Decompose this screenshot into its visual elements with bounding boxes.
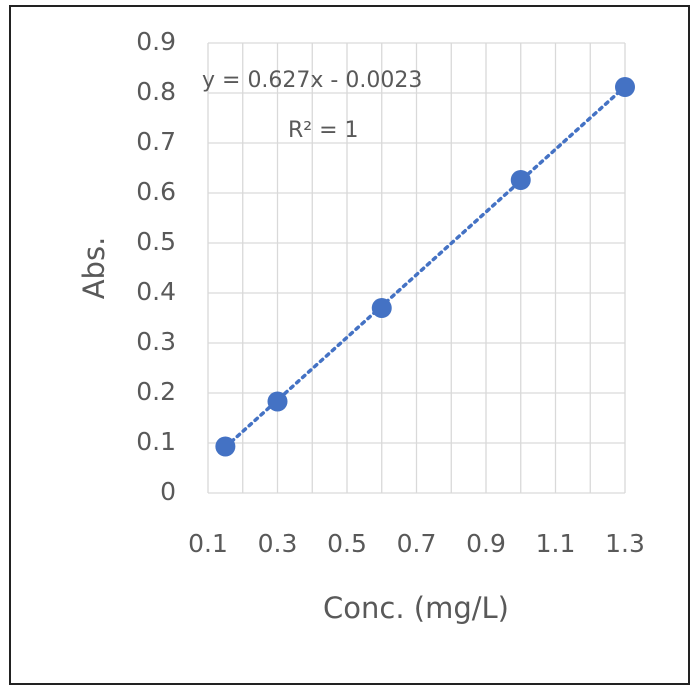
trendline bbox=[223, 84, 627, 449]
x-tick-label: 1.1 bbox=[536, 529, 576, 558]
x-axis-title: Conc. (mg/L) bbox=[323, 591, 509, 625]
x-tick-label: 1.3 bbox=[605, 529, 645, 558]
y-tick-label: 0.9 bbox=[136, 27, 176, 56]
data-point bbox=[215, 436, 236, 457]
x-tick-label: 0.3 bbox=[258, 529, 298, 558]
y-tick-label: 0.4 bbox=[136, 277, 176, 306]
r-squared: R² = 1 bbox=[288, 118, 359, 143]
x-tick-label: 0.9 bbox=[466, 529, 506, 558]
y-tick-label: 0.6 bbox=[136, 177, 176, 206]
data-point bbox=[371, 298, 392, 318]
data-point bbox=[267, 391, 288, 412]
y-tick-label: 0.5 bbox=[136, 227, 176, 256]
x-tick-label: 0.7 bbox=[397, 529, 437, 558]
y-axis-title: Abs. bbox=[77, 237, 111, 300]
data-point bbox=[615, 77, 635, 97]
data-point bbox=[510, 170, 531, 190]
trendline-equation: y = 0.627x - 0.0023 bbox=[202, 68, 422, 93]
y-tick-label: 0.3 bbox=[136, 327, 176, 356]
y-tick-label: 0.8 bbox=[136, 77, 176, 106]
y-tick-label: 0.1 bbox=[136, 427, 176, 456]
y-tick-label: 0.7 bbox=[136, 127, 176, 156]
x-tick-label: 0.5 bbox=[327, 529, 367, 558]
y-tick-label: 0.2 bbox=[136, 377, 176, 406]
y-tick-label: 0 bbox=[160, 477, 176, 506]
x-tick-label: 0.1 bbox=[188, 529, 228, 558]
chart-frame bbox=[9, 5, 690, 685]
